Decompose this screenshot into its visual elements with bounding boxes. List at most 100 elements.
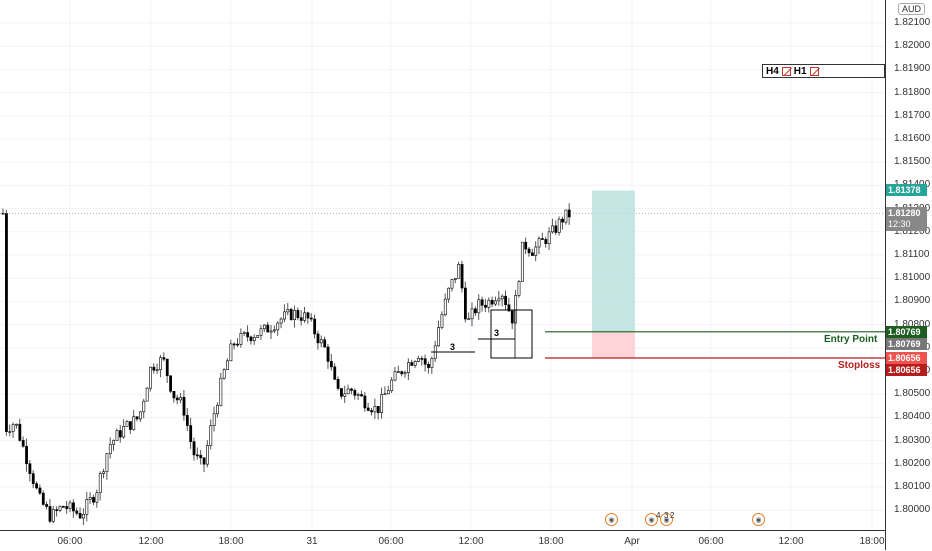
candle-bull (470, 308, 474, 320)
candle-bull (497, 298, 501, 302)
candle-bull (256, 335, 260, 338)
candle-bear (38, 487, 42, 494)
candle-bull (407, 362, 410, 373)
candle-bear (28, 463, 32, 474)
candle-bull (417, 358, 420, 362)
candle-bear (353, 390, 357, 396)
candle-bear (400, 371, 404, 375)
candle-bull (319, 339, 323, 344)
candle-bear (460, 264, 464, 289)
stoploss-tag: 1.80656 (886, 364, 927, 376)
candle-bull (155, 369, 159, 371)
current-price-value: 1.81280 (888, 208, 921, 218)
event-count: 2 (670, 511, 675, 520)
price-tick-label: 1.81900 (894, 63, 931, 75)
candle-bull (125, 421, 129, 427)
candle-bull (222, 369, 226, 379)
candle-bull (206, 445, 209, 465)
candle-bear (92, 497, 95, 503)
candle-bull (252, 337, 256, 341)
candle-bull (373, 406, 377, 413)
candle-bull (98, 473, 102, 494)
candle-bull (51, 509, 55, 522)
candle-bull (286, 309, 290, 313)
price-tick-label: 1.81200 (894, 225, 931, 237)
trend-icon (809, 66, 819, 76)
candle-bull (346, 388, 350, 395)
candle-bear (25, 445, 28, 465)
time-tick-label: Apr (624, 536, 640, 547)
candle-bear (333, 366, 337, 380)
candle-bear (5, 213, 8, 432)
candle-bear (507, 304, 511, 312)
candle-bear (510, 310, 514, 324)
stoploss-label: Stoploss (838, 360, 881, 371)
entry-point-label: Entry Point (824, 334, 878, 345)
candle-bear (360, 394, 363, 397)
candle-bear (484, 304, 487, 308)
candle-bull (142, 400, 146, 413)
timeframe-box[interactable]: H4 H1 (762, 64, 885, 78)
candle-bull (108, 444, 112, 455)
candle-bull (537, 238, 541, 248)
candle-bull (356, 394, 360, 396)
candle-bear (45, 504, 49, 507)
trade-overlays (0, 190, 885, 359)
currency-badge[interactable]: AUD (898, 3, 926, 15)
event-flag-icon[interactable]: ◉ (645, 513, 658, 526)
candle-bull (269, 330, 273, 333)
candle-bear (306, 312, 310, 319)
candle-bull (85, 499, 89, 515)
candle-bull (443, 298, 447, 316)
candle-bull (229, 343, 233, 362)
price-tick-label: 1.81600 (894, 133, 931, 144)
event-count: 4 (656, 511, 661, 520)
candle-bull (457, 264, 461, 279)
candle-bear (296, 310, 300, 319)
candle-bull (403, 372, 407, 375)
tf-h4-label: H4 (766, 65, 779, 77)
candle-bull (219, 377, 223, 406)
time-tick-label: 18:00 (538, 536, 564, 547)
candle-bull (226, 360, 229, 370)
time-tick-label: 12:00 (138, 536, 164, 547)
candle-bull (551, 225, 554, 233)
event-count: 3 (664, 511, 669, 520)
candle-bear (236, 343, 240, 346)
candle-bear (420, 358, 424, 360)
candle-bull (115, 430, 119, 441)
candle-bull (15, 423, 18, 426)
event-flag-icon[interactable]: ◉ (752, 513, 765, 526)
candle-bear (152, 366, 156, 371)
candle-bear (366, 407, 370, 411)
candle-bull (467, 318, 471, 321)
event-flag-icon[interactable]: ◉ (660, 513, 673, 526)
price-tick-label: 1.80300 (894, 434, 931, 446)
event-flag-icon[interactable]: ◉ (605, 513, 618, 526)
candle-bear (474, 308, 477, 314)
candle-bear (41, 492, 45, 505)
chart-area[interactable]: H4 H1 3 3 Entry Point Stoploss ◉ ◉ 4 ◉ 3… (0, 0, 885, 530)
candle-bear (75, 510, 79, 514)
time-axis[interactable]: 06:00 12:00 18:00 31 06:00 12:00 18:00 Apr 06:00… (0, 530, 885, 551)
candle-bull (494, 300, 497, 305)
candle-bull (447, 287, 451, 300)
candle-bull (276, 322, 280, 331)
candle-bull (390, 379, 394, 392)
candle-bear (175, 397, 179, 401)
candle-bull (283, 311, 286, 320)
candle-bull (139, 411, 142, 420)
candle-bear (162, 357, 166, 360)
candle-bull (216, 404, 219, 415)
candle-bear (323, 339, 327, 348)
candle-bear (309, 317, 313, 320)
stop-line-tag: 1.80656 (886, 352, 927, 364)
candle-bear (316, 333, 320, 344)
candle-bull (547, 231, 551, 245)
candle-bear (185, 414, 189, 426)
candle-bear (423, 358, 427, 365)
candle-bear (246, 332, 250, 338)
candle-bull (212, 413, 216, 426)
candlestick-chart[interactable] (0, 0, 885, 530)
price-axis[interactable]: AUD 1.82100 1.82000 1.81900 1.81800 1.81700 1… (885, 0, 932, 550)
